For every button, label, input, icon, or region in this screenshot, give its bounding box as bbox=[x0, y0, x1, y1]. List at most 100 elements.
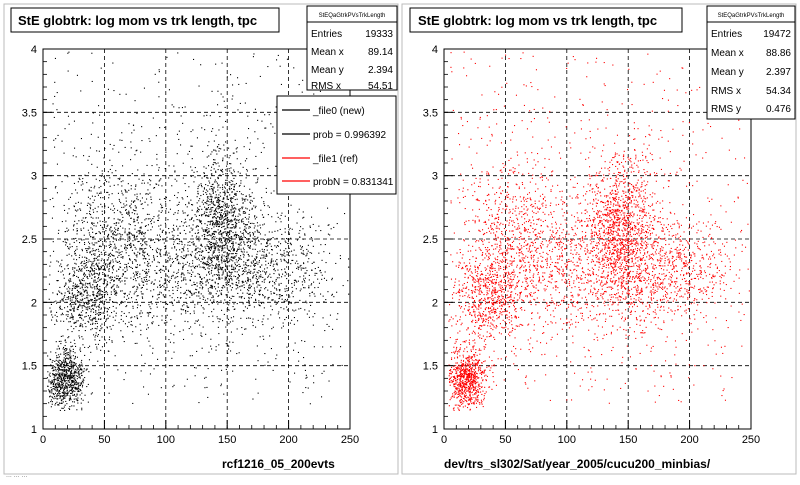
scatter-point bbox=[94, 260, 95, 261]
scatter-point bbox=[321, 279, 322, 280]
scatter-point bbox=[236, 151, 237, 152]
scatter-point bbox=[285, 228, 286, 229]
scatter-point bbox=[311, 217, 312, 218]
scatter-point bbox=[95, 319, 96, 320]
scatter-point bbox=[191, 176, 192, 177]
scatter-point bbox=[79, 268, 80, 269]
scatter-point bbox=[92, 287, 93, 288]
scatter-point bbox=[203, 297, 204, 298]
scatter-point bbox=[201, 185, 202, 186]
scatter-point bbox=[77, 389, 78, 390]
scatter-point bbox=[328, 224, 329, 225]
scatter-point bbox=[58, 230, 59, 231]
scatter-point bbox=[184, 293, 185, 294]
scatter-point bbox=[185, 321, 186, 322]
scatter-point bbox=[62, 299, 63, 300]
scatter-point bbox=[257, 182, 258, 183]
scatter-point bbox=[248, 221, 249, 222]
scatter-point bbox=[59, 348, 60, 349]
scatter-point bbox=[88, 172, 89, 173]
scatter-point bbox=[227, 345, 228, 346]
scatter-point bbox=[195, 375, 196, 376]
scatter-point bbox=[130, 224, 131, 225]
scatter-point bbox=[56, 396, 57, 397]
scatter-point bbox=[169, 295, 170, 296]
scatter-point bbox=[253, 56, 254, 57]
scatter-point bbox=[48, 380, 49, 381]
scatter-point bbox=[217, 255, 218, 256]
scatter-point bbox=[228, 224, 229, 225]
scatter-point bbox=[254, 290, 255, 291]
scatter-point bbox=[64, 380, 65, 381]
scatter-point bbox=[212, 280, 213, 281]
scatter-point bbox=[200, 283, 201, 284]
scatter-point bbox=[129, 206, 130, 207]
scatter-point bbox=[183, 250, 184, 251]
scatter-point bbox=[82, 386, 83, 387]
scatter-point bbox=[173, 244, 174, 245]
scatter-point bbox=[239, 191, 240, 192]
scatter-point bbox=[212, 128, 213, 129]
scatter-point bbox=[187, 262, 188, 263]
scatter-point bbox=[174, 311, 175, 312]
scatter-point bbox=[227, 217, 228, 218]
scatter-point bbox=[222, 320, 223, 321]
scatter-point bbox=[70, 304, 71, 305]
scatter-point bbox=[218, 226, 219, 227]
scatter-point bbox=[234, 235, 235, 236]
scatter-point bbox=[116, 313, 117, 314]
scatter-point bbox=[68, 268, 69, 269]
scatter-point bbox=[99, 299, 100, 300]
scatter-point bbox=[266, 192, 267, 193]
scatter-point bbox=[200, 277, 201, 278]
scatter-point bbox=[281, 327, 282, 328]
scatter-point bbox=[183, 163, 184, 164]
scatter-point bbox=[225, 279, 226, 280]
scatter-point bbox=[241, 286, 242, 287]
scatter-point bbox=[76, 372, 77, 373]
scatter-point bbox=[187, 196, 188, 197]
scatter-point bbox=[224, 216, 225, 217]
scatter-point bbox=[67, 231, 68, 232]
scatter-point bbox=[223, 273, 224, 274]
scatter-point bbox=[98, 275, 99, 276]
scatter-point bbox=[112, 230, 113, 231]
scatter-point bbox=[173, 261, 174, 262]
scatter-point bbox=[73, 285, 74, 286]
scatter-point bbox=[286, 261, 287, 262]
scatter-point bbox=[115, 290, 116, 291]
scatter-point bbox=[261, 276, 262, 277]
scatter-point bbox=[136, 315, 137, 316]
scatter-point bbox=[99, 187, 100, 188]
scatter-point bbox=[255, 242, 256, 243]
scatter-point bbox=[120, 211, 121, 212]
scatter-point bbox=[93, 263, 94, 264]
scatter-point bbox=[160, 204, 161, 205]
scatter-point bbox=[258, 232, 259, 233]
scatter-point bbox=[269, 207, 270, 208]
scatter-point bbox=[210, 222, 211, 223]
scatter-point bbox=[144, 183, 145, 184]
scatter-point bbox=[77, 290, 78, 291]
scatter-point bbox=[160, 225, 161, 226]
scatter-point bbox=[91, 134, 92, 135]
scatter-point bbox=[217, 291, 218, 292]
scatter-point bbox=[50, 262, 51, 263]
scatter-point bbox=[91, 273, 92, 274]
scatter-point bbox=[259, 251, 260, 252]
scatter-point bbox=[286, 294, 287, 295]
scatter-point bbox=[262, 271, 263, 272]
scatter-point bbox=[128, 298, 129, 299]
scatter-point bbox=[207, 298, 208, 299]
scatter-point bbox=[236, 251, 237, 252]
scatter-point bbox=[145, 243, 146, 244]
scatter-point bbox=[236, 183, 237, 184]
scatter-point bbox=[121, 301, 122, 302]
scatter-point bbox=[73, 390, 74, 391]
scatter-point bbox=[124, 341, 125, 342]
scatter-point bbox=[190, 200, 191, 201]
scatter-point bbox=[99, 295, 100, 296]
scatter-point bbox=[209, 189, 210, 190]
scatter-point bbox=[246, 196, 247, 197]
scatter-point bbox=[220, 196, 221, 197]
